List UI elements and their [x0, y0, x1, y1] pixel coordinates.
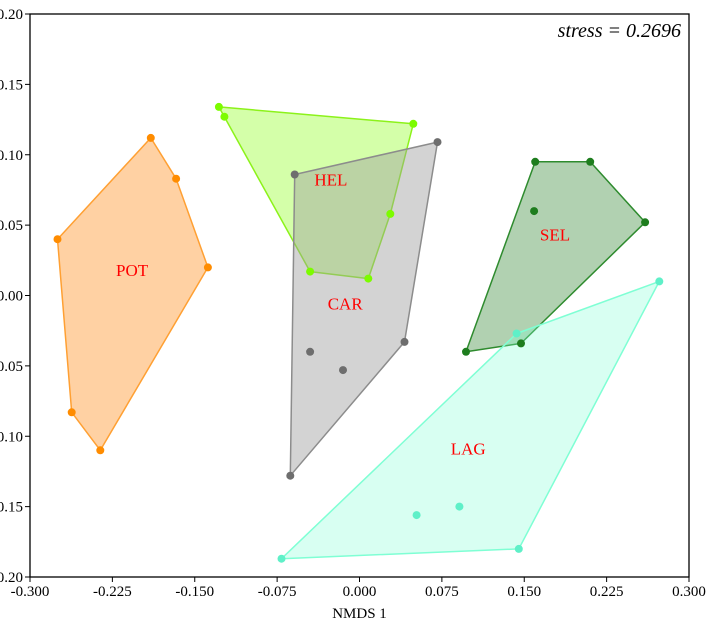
point-sel	[531, 157, 540, 166]
point-pot	[203, 263, 212, 272]
point-lag	[655, 277, 664, 286]
y-tick-label: 0.00	[0, 289, 23, 305]
point-pot	[67, 408, 76, 417]
hull-car	[289, 141, 439, 477]
hull-hel	[218, 106, 415, 280]
y-tick-label: 0.10	[0, 429, 23, 445]
y-tick-label: 0.15	[0, 77, 23, 93]
point-lag	[514, 544, 523, 553]
x-tick-label: 0.225	[590, 584, 624, 600]
point-hel	[220, 112, 229, 121]
point-lag	[512, 329, 521, 338]
point-pot	[96, 446, 105, 455]
point-car	[339, 366, 347, 375]
group-label-sel: SEL	[540, 226, 570, 245]
x-tick-label: 0.000	[343, 584, 377, 600]
point-car	[306, 347, 315, 356]
point-pot	[146, 133, 155, 142]
y-tick-label: 0.15	[0, 500, 23, 516]
point-hel	[214, 102, 223, 111]
point-hel	[409, 119, 418, 128]
point-lag	[455, 502, 464, 511]
point-lag	[277, 554, 286, 563]
group-label-car: CAR	[328, 295, 364, 314]
point-sel	[517, 339, 525, 348]
point-sel	[586, 157, 595, 166]
x-tick-label: 0.300	[672, 584, 706, 600]
point-car	[286, 471, 295, 480]
point-car	[290, 170, 299, 179]
point-hel	[306, 267, 315, 276]
group-label-pot: POT	[116, 261, 149, 280]
x-tick-label: 0.075	[425, 584, 459, 600]
y-tick-label: 0.05	[0, 218, 23, 234]
point-pot	[53, 235, 62, 244]
y-tick-label: 0.05	[0, 359, 23, 375]
point-car	[400, 337, 409, 346]
y-tick-label: 0.10	[0, 148, 23, 164]
x-tick-label: -0.150	[175, 584, 214, 600]
y-tick-label: 0.20	[0, 570, 23, 586]
group-label-hel: HEL	[314, 171, 347, 190]
hull-sel	[465, 161, 646, 353]
point-hel	[364, 274, 373, 283]
x-tick-label: 0.150	[507, 584, 541, 600]
point-sel	[462, 347, 470, 356]
x-axis-label: NMDS 1	[332, 606, 387, 622]
y-tick-label: 0.20	[0, 7, 23, 23]
x-tick-label: -0.225	[93, 584, 132, 600]
point-pot	[172, 174, 181, 183]
point-hel	[386, 209, 395, 218]
point-lag	[412, 511, 421, 520]
hull-pot	[56, 137, 209, 452]
x-tick-label: -0.075	[258, 584, 297, 600]
point-car	[433, 138, 442, 147]
x-tick-label: -0.300	[11, 584, 50, 600]
point-sel	[530, 207, 539, 216]
point-sel	[641, 218, 650, 227]
group-label-lag: LAG	[451, 440, 486, 459]
stress-annotation: stress = 0.2696	[557, 20, 681, 42]
